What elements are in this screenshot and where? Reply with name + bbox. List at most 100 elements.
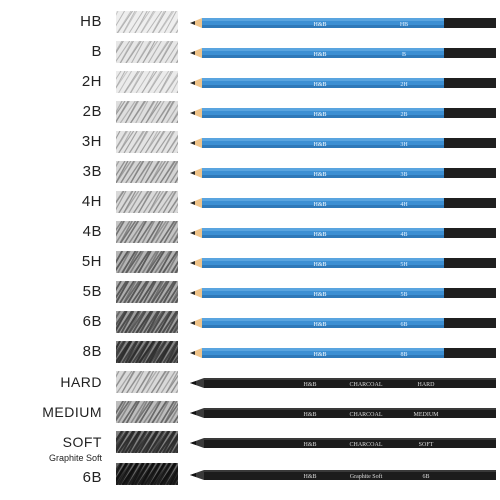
pencil-row: Graphite Soft 6B H&B Graphite Soft 6B — [0, 453, 500, 488]
grade-label: 6B — [82, 469, 102, 486]
grade-label: 5H — [81, 253, 102, 270]
grade-label: 3B — [82, 163, 102, 180]
pencil-row: 5H H&B 5H — [0, 248, 500, 276]
pencil: H&B 2H — [190, 78, 496, 88]
pencil: H&B 3B — [190, 168, 496, 178]
pencil: H&B 2B — [190, 108, 496, 118]
pencil-type-label: Graphite Soft — [350, 473, 383, 480]
shading-swatch — [116, 161, 178, 183]
pencil: H&B B — [190, 48, 496, 58]
pencil-grade-label: 2B — [400, 112, 407, 118]
grade-label: 2B — [82, 103, 102, 120]
pencil-grade-label: 3H — [400, 142, 408, 148]
shading-swatch — [116, 401, 178, 423]
pencil-row: HARD H&B CHARCOAL HARD — [0, 368, 500, 396]
pencil-row: 4H H&B 4H — [0, 188, 500, 216]
pencil-row: MEDIUM H&B CHARCOAL MEDIUM — [0, 398, 500, 426]
pencil-brand-label: H&B — [313, 262, 326, 268]
pencil-type-label: CHARCOAL — [349, 442, 382, 448]
pencil-grade-label: HARD — [417, 382, 435, 388]
pencil-grade-label: 6B — [400, 322, 407, 328]
grade-label: B — [91, 43, 102, 60]
pencil-row: B H&B B — [0, 38, 500, 66]
pencil-brand-label: H&B — [313, 322, 326, 328]
pencil-row: 2B H&B 2B — [0, 98, 500, 126]
pencil-row: 3H H&B 3H — [0, 128, 500, 156]
pencil-brand-label: H&B — [313, 292, 326, 298]
pencil: H&B 4H — [190, 198, 496, 208]
pencil-brand-label: H&B — [313, 232, 326, 238]
grade-label: MEDIUM — [42, 404, 102, 420]
pencil-grade-label: 4H — [400, 202, 408, 208]
pencil-brand-label: H&B — [313, 112, 326, 118]
pencil-brand-label: H&B — [313, 202, 326, 208]
pencil-row: 8B H&B 8B — [0, 338, 500, 366]
pencil-row: HB H&B HB — [0, 8, 500, 36]
shading-swatch — [116, 131, 178, 153]
pencil: H&B 3H — [190, 138, 496, 148]
pencil: H&B 6B — [190, 318, 496, 328]
shading-swatch — [116, 41, 178, 63]
pencil-row: 3B H&B 3B — [0, 158, 500, 186]
pencil-row: 4B H&B 4B — [0, 218, 500, 246]
shading-swatch — [116, 281, 178, 303]
pencil-brand-label: H&B — [313, 172, 326, 178]
pencil-brand-label: H&B — [313, 82, 326, 88]
grade-label: 6B — [82, 313, 102, 330]
pencil-type-label: CHARCOAL — [349, 382, 382, 388]
pencil-grade-label: SOFT — [419, 442, 434, 448]
shading-swatch — [116, 191, 178, 213]
pencil-brand-label: H&B — [313, 142, 326, 148]
pencil-grade-label: 5B — [400, 292, 407, 298]
pencil-row: 6B H&B 6B — [0, 308, 500, 336]
shading-swatch — [116, 311, 178, 333]
shading-swatch — [116, 463, 178, 485]
shading-swatch — [116, 101, 178, 123]
grade-label: 3H — [81, 133, 102, 150]
shading-swatch — [116, 71, 178, 93]
pencil: H&B 5H — [190, 258, 496, 268]
pencil-row: 5B H&B 5B — [0, 278, 500, 306]
pencil: H&B 5B — [190, 288, 496, 298]
pencil-brand-label: H&B — [313, 352, 326, 358]
shading-swatch — [116, 251, 178, 273]
grade-sublabel: Graphite Soft — [48, 453, 102, 463]
pencil-grade-label: 3B — [400, 172, 407, 178]
pencil-grade-label: HB — [400, 22, 408, 28]
grade-label: SOFT — [62, 434, 102, 450]
pencil-brand-label: H&B — [303, 412, 316, 418]
pencil: H&B 4B — [190, 228, 496, 238]
grade-label: HARD — [60, 374, 102, 390]
pencil-brand-label: H&B — [303, 382, 316, 388]
pencil-brand-label: H&B — [313, 22, 326, 28]
pencil-brand-label: H&B — [313, 52, 326, 58]
pencil-brand-label: H&B — [303, 474, 316, 480]
grade-label: 8B — [82, 343, 102, 360]
pencil-grade-label: B — [402, 52, 406, 58]
pencil-grade-label: 2H — [400, 82, 408, 88]
shading-swatch — [116, 371, 178, 393]
pencil: H&B 8B — [190, 348, 496, 358]
shading-swatch — [116, 221, 178, 243]
pencil-grade-label: 4B — [400, 232, 407, 238]
pencil: H&B CHARCOAL SOFT — [190, 438, 496, 448]
pencil-row: SOFT H&B CHARCOAL SOFT — [0, 428, 500, 456]
grade-label: 5B — [82, 283, 102, 300]
pencil: H&B Graphite Soft 6B — [190, 470, 496, 480]
pencil: H&B CHARCOAL MEDIUM — [190, 408, 496, 418]
shading-swatch — [116, 11, 178, 33]
grade-label: HB — [80, 13, 102, 30]
shading-swatch — [116, 431, 178, 453]
pencil-grade-label: 6B — [422, 474, 429, 480]
pencil-row: 2H H&B 2H — [0, 68, 500, 96]
grade-label: 2H — [81, 73, 102, 90]
shading-swatch — [116, 341, 178, 363]
grade-label: 4B — [82, 223, 102, 240]
pencil-grade-label: 8B — [400, 352, 407, 358]
pencil-grade-label: MEDIUM — [414, 412, 440, 418]
pencil-grade-label: 5H — [400, 262, 408, 268]
grade-label: 4H — [81, 193, 102, 210]
pencil-brand-label: H&B — [303, 442, 316, 448]
pencil: H&B CHARCOAL HARD — [190, 378, 496, 388]
